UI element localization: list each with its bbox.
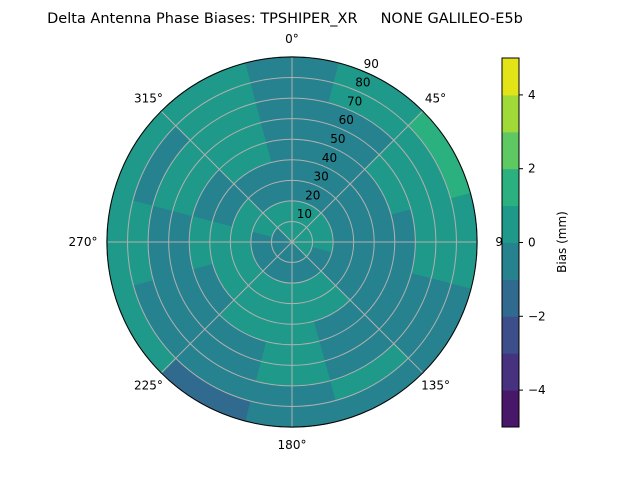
angle-tick-label: 135°	[421, 379, 450, 393]
polar-frame	[106, 56, 478, 428]
radial-tick-label: 20	[305, 188, 320, 202]
colorbar-band	[502, 168, 519, 207]
colorbar-band	[502, 94, 519, 133]
colorbar: 4 2 0 −2 −4	[501, 57, 546, 428]
colorbar-tick-label: −4	[528, 383, 546, 397]
colorbar-tick-label: −2	[528, 309, 546, 323]
colorbar-label: Bias (mm)	[555, 211, 569, 273]
radial-tick-label: 30	[314, 170, 329, 184]
colorbar-tick-label: 2	[528, 162, 536, 176]
colorbar-band	[502, 242, 519, 280]
colorbar-band	[502, 205, 519, 243]
colorbar-band	[502, 316, 519, 354]
angle-tick-label: 0°	[285, 32, 299, 46]
radial-tick-label: 60	[339, 113, 354, 127]
colorbar-band	[502, 279, 519, 317]
axis-labels: 0° 45° 90 135° 180° 225° 270° 315° 10 20 30 40 50 60 7…	[69, 32, 511, 452]
radial-tick-label: 50	[330, 132, 345, 146]
colorbar-band	[502, 390, 519, 428]
radial-tick-label: 90	[364, 57, 379, 71]
colorbar-band	[502, 131, 519, 170]
angular-gridline	[291, 241, 424, 374]
radial-tick-label: 10	[297, 207, 312, 221]
angular-gridline	[291, 110, 424, 243]
angle-tick-label: 180°	[278, 438, 307, 452]
radial-tick-label: 80	[355, 76, 370, 90]
angle-tick-label: 225°	[134, 379, 163, 393]
chart-title: Delta Antenna Phase Biases: TPSHIPER_XR …	[47, 11, 523, 27]
angle-tick-label: 270°	[69, 235, 98, 249]
radial-tick-label: 70	[347, 94, 362, 108]
angle-tick-label: 315°	[134, 91, 163, 105]
radial-tick-label: 40	[322, 151, 337, 165]
colorbar-tick-label: 0	[528, 236, 536, 250]
colorbar-band	[502, 353, 519, 391]
colorbar-tick-label: 4	[528, 88, 536, 102]
angular-gridline	[160, 110, 293, 243]
angle-tick-label: 45°	[425, 91, 446, 105]
polar-grid	[106, 56, 478, 428]
angular-gridline	[160, 241, 293, 374]
colorbar-band	[502, 58, 519, 96]
